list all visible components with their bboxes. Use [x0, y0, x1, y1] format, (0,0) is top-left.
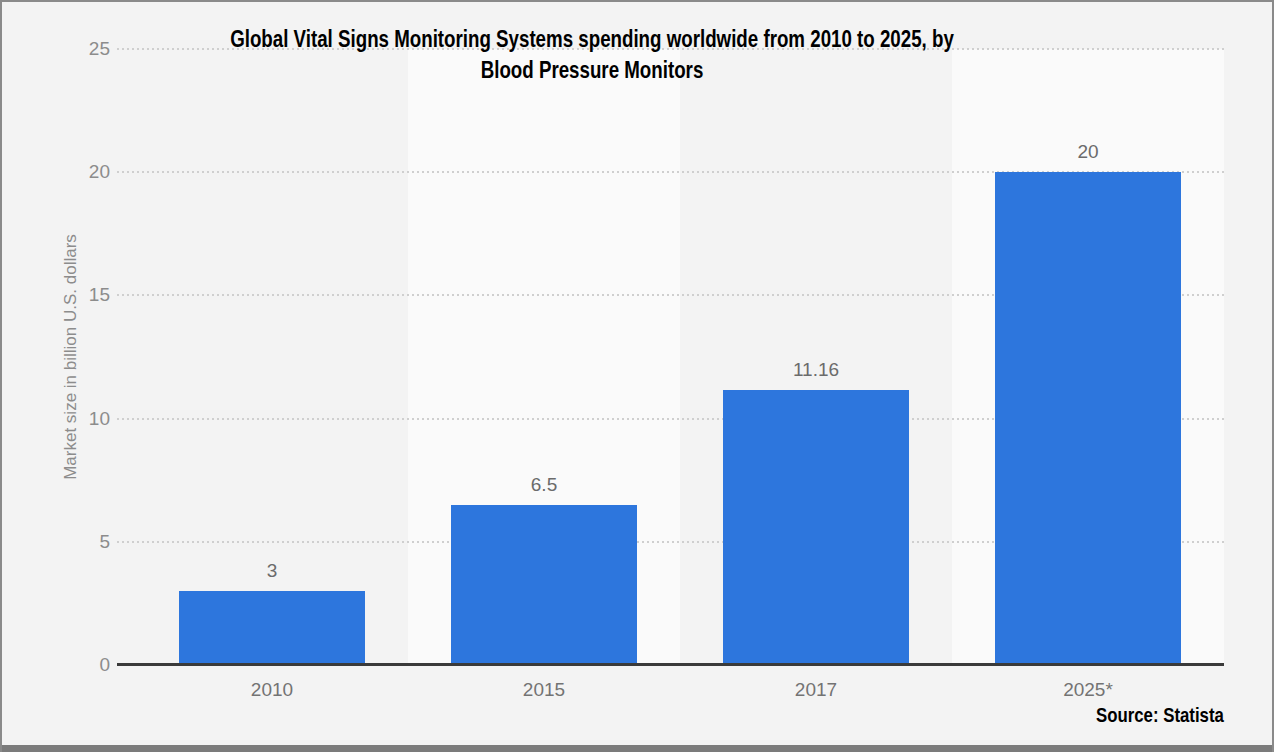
y-tick-label: 20 — [42, 161, 110, 183]
y-tick-label: 25 — [42, 38, 110, 60]
bar-value-label: 20 — [952, 141, 1224, 163]
y-axis-title: Market size in billion U.S. dollars — [61, 234, 81, 480]
bar — [179, 591, 365, 665]
bar-value-label: 11.16 — [680, 359, 952, 381]
x-axis-label: 2010 — [136, 679, 408, 701]
chart-figure: Global Vital Signs Monitoring Systems sp… — [0, 0, 1274, 752]
bar — [995, 172, 1181, 665]
x-axis-label: 2025* — [952, 679, 1224, 701]
x-axis-label: 2015 — [408, 679, 680, 701]
bar-value-label: 3 — [136, 560, 408, 582]
chart-title-line-2: Blood Pressure Monitors — [132, 54, 1052, 85]
bar-value-label: 6.5 — [408, 474, 680, 496]
x-axis-line — [117, 663, 1224, 666]
chart-title: Global Vital Signs Monitoring Systems sp… — [132, 23, 1052, 85]
bar — [451, 505, 637, 665]
y-tick-label: 15 — [42, 284, 110, 306]
y-tick-label: 5 — [42, 531, 110, 553]
x-axis-label: 2017 — [680, 679, 952, 701]
source-note: Source: Statista — [1096, 703, 1224, 727]
bottom-border-strip — [2, 745, 1272, 752]
chart-title-line-1: Global Vital Signs Monitoring Systems sp… — [132, 23, 1052, 54]
y-tick-label: 0 — [42, 654, 110, 676]
y-tick-label: 10 — [42, 408, 110, 430]
bar — [723, 390, 909, 665]
